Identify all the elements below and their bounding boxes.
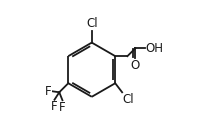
Text: OH: OH bbox=[145, 42, 163, 55]
Text: F: F bbox=[51, 100, 58, 113]
Text: Cl: Cl bbox=[123, 93, 134, 106]
Text: F: F bbox=[45, 85, 52, 98]
Text: O: O bbox=[131, 59, 140, 72]
Text: F: F bbox=[59, 101, 66, 114]
Text: Cl: Cl bbox=[86, 17, 98, 30]
